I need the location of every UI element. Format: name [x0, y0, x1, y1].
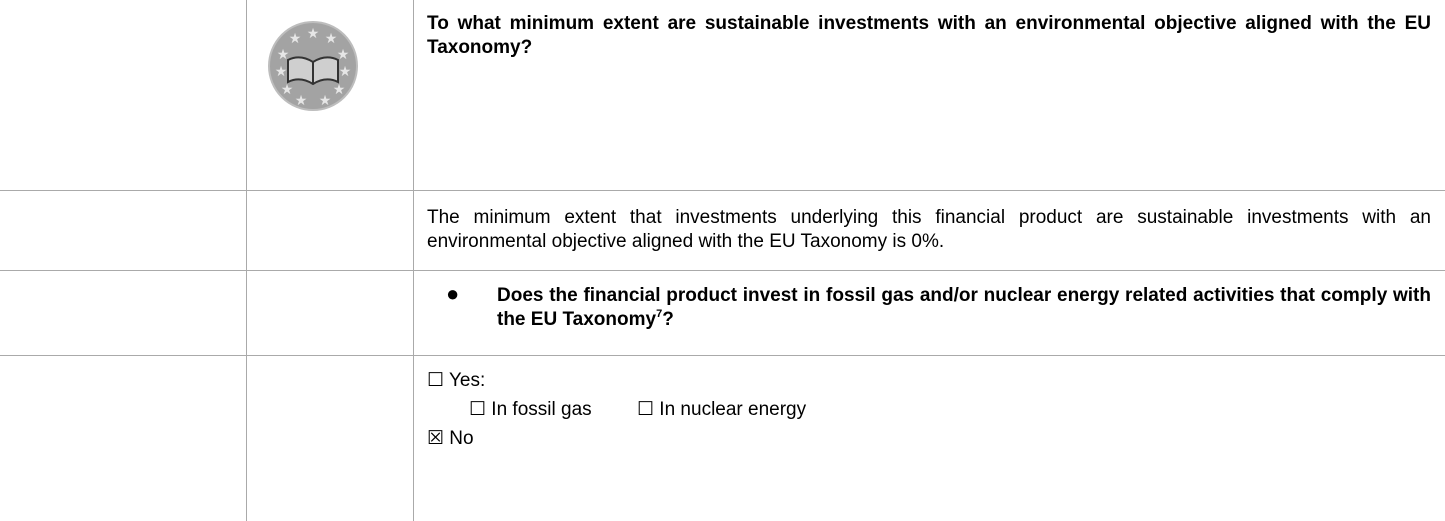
- svg-text:★: ★: [339, 64, 352, 80]
- svg-text:★: ★: [295, 93, 308, 109]
- bullet: ●: [446, 281, 460, 306]
- svg-text:★: ★: [277, 47, 290, 63]
- option-no: ☒ No: [427, 428, 474, 449]
- svg-text:★: ★: [281, 82, 294, 98]
- column-divider: [413, 0, 414, 521]
- sub-question-text: Does the financial product invest in fos…: [497, 285, 1431, 330]
- svg-text:★: ★: [319, 93, 332, 109]
- svg-text:★: ★: [325, 31, 338, 47]
- row-divider: [0, 355, 1445, 356]
- question: To what minimum extent are sustainable i…: [427, 13, 1431, 58]
- row-divider: [0, 190, 1445, 191]
- svg-text:★: ★: [337, 47, 350, 63]
- svg-text:★: ★: [275, 64, 288, 80]
- column-divider: [246, 0, 247, 521]
- option-nuclear: ☐ In nuclear energy: [637, 399, 807, 420]
- sub-question-end: ?: [662, 309, 674, 330]
- sub-question: Does the financial product invest in fos…: [497, 284, 1431, 332]
- svg-text:★: ★: [289, 31, 302, 47]
- svg-text:★: ★: [307, 26, 320, 42]
- eu-taxonomy-icon: ★★ ★ ★ ★ ★ ★ ★ ★ ★ ★: [268, 21, 358, 111]
- answer: The minimum extent that investments unde…: [427, 207, 1431, 252]
- footnote-ref: 7: [656, 308, 663, 320]
- svg-text:★: ★: [333, 82, 346, 98]
- option-fossil-gas: ☐ In fossil gas: [469, 399, 592, 420]
- row-divider: [0, 270, 1445, 271]
- option-yes: ☐ Yes:: [427, 370, 486, 391]
